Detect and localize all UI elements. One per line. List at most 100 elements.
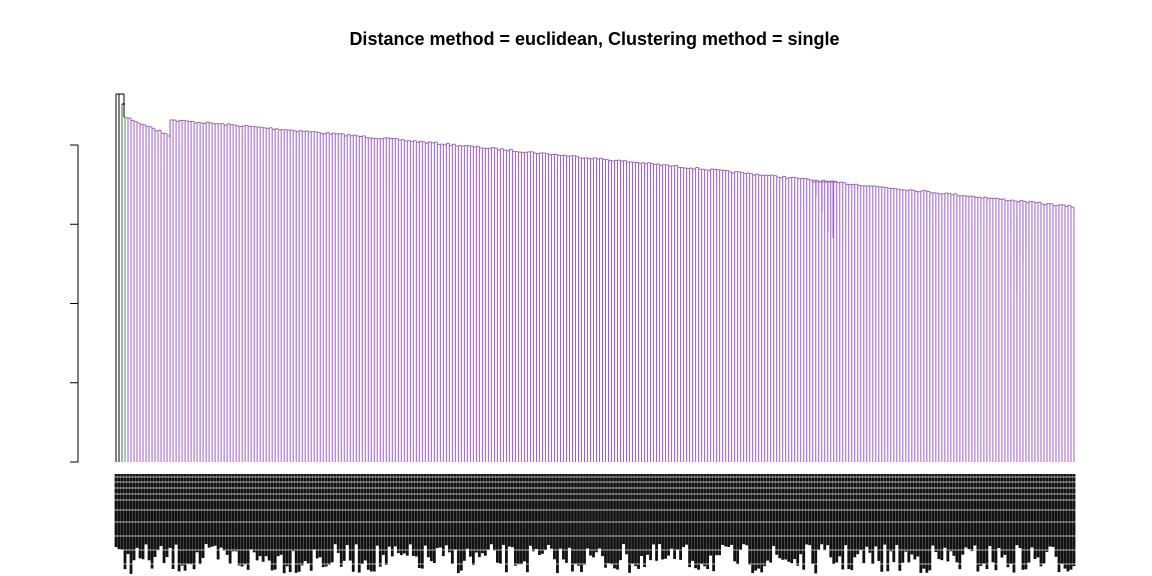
leaf-label-mark bbox=[871, 474, 875, 564]
leaf-label-mark bbox=[814, 474, 818, 574]
leaf-label-mark bbox=[1006, 474, 1010, 568]
leaf-label-mark bbox=[261, 474, 265, 562]
leaf-label-mark bbox=[126, 474, 130, 555]
leaf-label-mark bbox=[372, 474, 376, 572]
leaf-label-mark bbox=[952, 474, 956, 556]
leaf-label-mark bbox=[378, 474, 382, 567]
leaf-label-mark bbox=[435, 474, 439, 549]
leaf-label-mark bbox=[820, 474, 824, 545]
leaf-label-mark bbox=[480, 474, 484, 554]
leaf-label-mark bbox=[517, 474, 520, 565]
leaf-label-mark bbox=[450, 474, 454, 564]
leaf-label-mark bbox=[144, 474, 148, 545]
leaf-label-mark bbox=[186, 474, 190, 565]
leaf-label-mark bbox=[925, 474, 929, 573]
leaf-label-mark bbox=[483, 474, 487, 556]
leaf-label-mark bbox=[982, 474, 986, 564]
leaf-label-mark bbox=[694, 474, 698, 569]
leaf-label-mark bbox=[589, 474, 592, 556]
leaf-label-mark bbox=[613, 474, 616, 569]
leaf-label-mark bbox=[495, 474, 499, 563]
leaf-label-mark bbox=[177, 474, 181, 572]
dendrogram-tree bbox=[115, 93, 1075, 462]
leaf-label-mark bbox=[147, 474, 151, 561]
leaf-label-mark bbox=[652, 474, 655, 545]
leaf-label-mark bbox=[859, 474, 863, 551]
leaf-label-mark bbox=[550, 474, 553, 549]
leaf-label-mark bbox=[568, 474, 571, 548]
leaf-label-mark bbox=[1033, 474, 1037, 560]
leaf-label-mark bbox=[646, 474, 649, 555]
leaf-label-mark bbox=[342, 474, 346, 561]
leaf-label-mark bbox=[1066, 474, 1070, 572]
leaf-label-mark bbox=[279, 474, 283, 555]
leaf-label-mark bbox=[565, 474, 568, 563]
leaf-label-mark bbox=[523, 474, 526, 562]
leaf-label-mark bbox=[156, 474, 160, 551]
leaf-label-mark bbox=[348, 474, 352, 561]
leaf-label-mark bbox=[429, 474, 433, 562]
leaf-label-mark bbox=[351, 474, 355, 572]
leaf-label-mark bbox=[916, 474, 920, 557]
leaf-label-mark bbox=[535, 474, 538, 549]
leaf-label-mark bbox=[198, 474, 202, 565]
leaf-label-mark bbox=[718, 474, 722, 556]
leaf-label-mark bbox=[889, 474, 893, 552]
leaf-label-mark bbox=[562, 474, 565, 560]
leaf-label-mark bbox=[934, 474, 938, 553]
leaf-label-mark bbox=[607, 474, 610, 564]
leaf-label-mark bbox=[282, 474, 286, 574]
leaf-label-mark bbox=[655, 474, 658, 561]
leaf-label-mark bbox=[153, 474, 157, 558]
leaf-label-mark bbox=[468, 474, 472, 557]
leaf-label-mark bbox=[877, 474, 881, 561]
leaf-label-mark bbox=[117, 474, 121, 550]
leaf-label-mark bbox=[856, 474, 860, 555]
leaf-label-mark bbox=[541, 474, 544, 554]
leaf-label-mark bbox=[1012, 474, 1016, 573]
chart-title: Distance method = euclidean, Clustering … bbox=[349, 29, 840, 49]
leaf-label-mark bbox=[180, 474, 184, 566]
leaf-label-mark bbox=[910, 474, 914, 555]
leaf-label-mark bbox=[781, 474, 785, 560]
leaf-label-mark bbox=[631, 474, 634, 564]
leaf-label-mark bbox=[1039, 474, 1043, 567]
leaf-label-mark bbox=[742, 474, 746, 545]
leaf-label-mark bbox=[532, 474, 535, 552]
leaf-label-mark bbox=[1063, 474, 1067, 569]
leaf-label-mark bbox=[1030, 474, 1034, 548]
leaf-label-mark bbox=[862, 474, 866, 564]
leaf-label-mark bbox=[492, 474, 496, 551]
leaf-label-mark bbox=[580, 474, 583, 573]
leaf-label-mark bbox=[799, 474, 803, 555]
leaf-label-mark bbox=[162, 474, 166, 564]
leaf-label-mark bbox=[700, 474, 704, 565]
leaf-label-mark bbox=[829, 474, 833, 558]
leaf-label-mark bbox=[526, 474, 529, 573]
leaf-label-mark bbox=[306, 474, 310, 564]
leaf-label-mark bbox=[474, 474, 478, 553]
leaf-label-mark bbox=[267, 474, 271, 561]
leaf-label-mark bbox=[141, 474, 145, 560]
leaf-label-mark bbox=[733, 474, 737, 562]
leaf-label-mark bbox=[195, 474, 199, 553]
leaf-label-mark bbox=[505, 474, 508, 573]
leaf-label-mark bbox=[120, 474, 124, 550]
leaf-label-mark bbox=[288, 474, 292, 573]
leaf-label-mark bbox=[360, 474, 364, 565]
leaf-label-mark bbox=[318, 474, 322, 558]
leaf-label-mark bbox=[315, 474, 319, 559]
leaf-label-mark bbox=[255, 474, 259, 561]
leaf-label-mark bbox=[805, 474, 809, 545]
leaf-label-mark bbox=[544, 474, 547, 551]
leaf-label-mark bbox=[610, 474, 613, 565]
leaf-label-mark bbox=[264, 474, 268, 557]
leaf-label-mark bbox=[793, 474, 797, 560]
leaf-label-mark bbox=[222, 474, 226, 551]
leaf-label-mark bbox=[1000, 474, 1004, 558]
leaf-label-mark bbox=[243, 474, 247, 565]
leaf-label-mark bbox=[1045, 474, 1049, 552]
leaf-label-mark bbox=[1054, 474, 1058, 557]
leaf-label-mark bbox=[240, 474, 244, 567]
leaf-label-mark bbox=[1018, 474, 1022, 548]
